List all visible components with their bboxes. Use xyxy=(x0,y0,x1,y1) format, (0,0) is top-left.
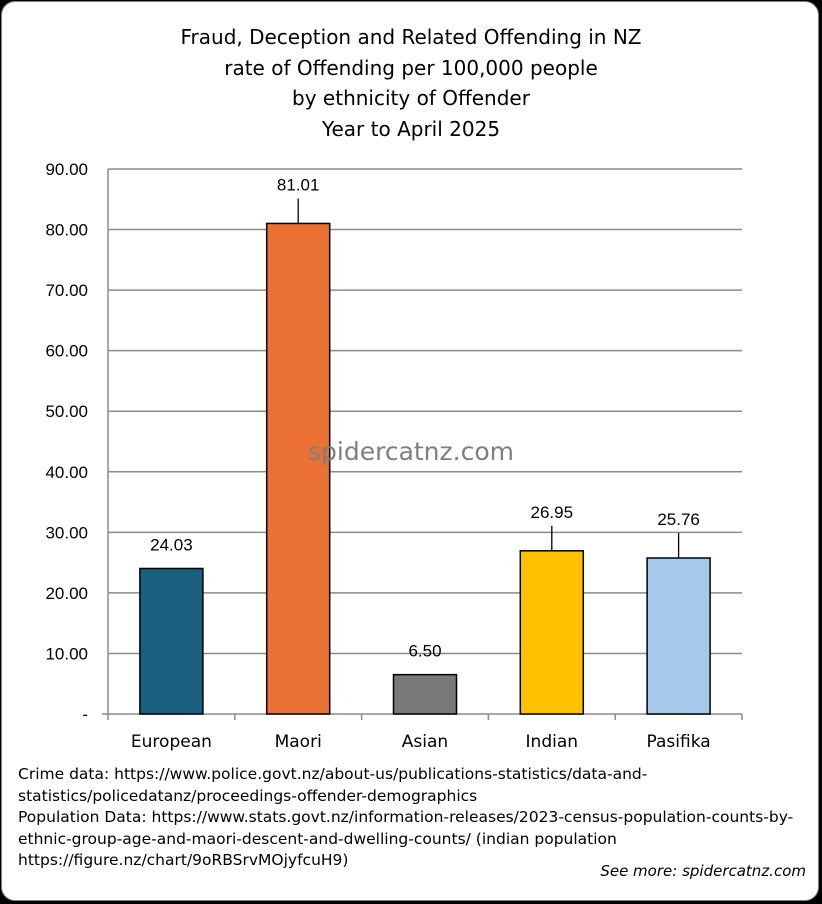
watermark-text: spidercatnz.com xyxy=(308,437,514,466)
x-tick-label: Indian xyxy=(526,732,579,752)
x-axis-labels: European Maori Asian Indian Pasifika xyxy=(131,732,711,752)
bar-asian xyxy=(392,673,458,715)
x-tick-label: Pasifika xyxy=(647,732,711,752)
title-line-1: Fraud, Deception and Related Offending i… xyxy=(180,25,642,49)
x-tick-label: Maori xyxy=(275,732,322,752)
y-tick-label: 30.00 xyxy=(45,523,88,542)
source-note-line: ethnic-group-age-and-maori-descent-and-d… xyxy=(18,829,617,848)
see-more-link[interactable]: See more: spidercatnz.com xyxy=(600,862,806,880)
y-tick-label: 40.00 xyxy=(45,463,88,482)
chart-title: Fraud, Deception and Related Offending i… xyxy=(0,22,822,144)
y-tick-label: 20.00 xyxy=(45,584,88,603)
title-line-4: Year to April 2025 xyxy=(321,116,501,141)
bar-maori xyxy=(265,222,331,715)
y-tick-label: 60.00 xyxy=(45,342,88,361)
y-tick-label: 50.00 xyxy=(45,402,88,421)
source-notes: Crime data: https://www.police.govt.nz/a… xyxy=(18,764,818,872)
source-note-line: https://figure.nz/chart/9oRBSrvMOjyfcuH9… xyxy=(18,851,349,869)
bar-indian xyxy=(519,550,585,715)
source-note-line: statistics/policedatanz/proceedings-offe… xyxy=(18,786,478,805)
data-label: 6.50 xyxy=(408,642,441,661)
data-label: 25.76 xyxy=(657,510,700,529)
y-tick-label: 90.00 xyxy=(45,160,88,179)
gridlines xyxy=(102,168,743,720)
y-tick-label: 70.00 xyxy=(45,281,88,300)
bars: 24.03 81.01 6.50 26.95 25.76 xyxy=(139,175,711,715)
y-tick-label: 10.00 xyxy=(45,644,88,663)
bar-european xyxy=(139,567,204,715)
data-label: 26.95 xyxy=(531,503,574,522)
x-tick-label: European xyxy=(131,732,212,752)
data-label: 24.03 xyxy=(150,535,193,554)
bar-pasifika xyxy=(646,557,711,715)
x-tick-label: Asian xyxy=(402,732,448,752)
source-note-line: Population Data: https://www.stats.govt.… xyxy=(18,808,794,826)
title-line-2: rate of Offending per 100,000 people xyxy=(224,55,598,80)
y-axis-ticks: - 10.00 20.00 30.00 40.00 50.00 60.00 70.00 80.0… xyxy=(45,160,88,724)
title-line-3: by ethnicity of Offender xyxy=(292,86,530,110)
y-tick-label: - xyxy=(82,705,88,724)
source-note-line: Crime data: https://www.police.govt.nz/a… xyxy=(18,765,648,783)
data-label: 81.01 xyxy=(277,175,320,194)
y-tick-label: 80.00 xyxy=(45,221,88,240)
